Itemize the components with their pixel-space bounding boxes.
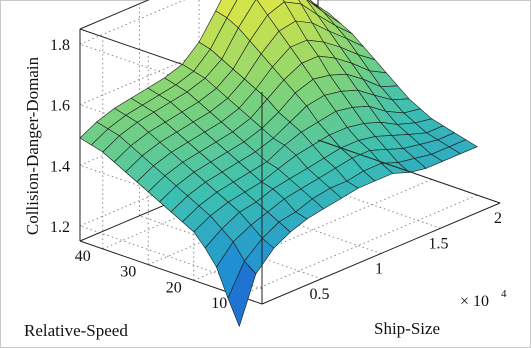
box-edge-front (317, 139, 501, 204)
surface-mesh (79, 0, 478, 327)
y-tick-label: 30 (120, 264, 136, 281)
z-tick-label: 1.2 (50, 219, 70, 236)
z-tick-label: 1.8 (50, 37, 70, 54)
x-axis-label: Ship-Size (374, 319, 440, 338)
z-tick-label: 1.6 (50, 98, 70, 115)
grid-x-floor (198, 190, 382, 254)
box-edge-front (261, 202, 501, 305)
box-front-edges (261, 92, 501, 305)
y-tick-label: 20 (166, 279, 182, 296)
x-tick-label: 0.5 (310, 286, 330, 303)
surface-patch (448, 139, 478, 154)
tick-labels: 1.2 1.4 1.6 1.8 10 20 30 40 0.5 1 1.5 2 (50, 37, 502, 312)
y-tick-label: 40 (75, 248, 91, 265)
x-tick-label: 1 (375, 261, 383, 278)
x-tick-label: 1.5 (429, 235, 449, 252)
grid-x-floor (258, 164, 441, 229)
x-multiplier: × 10 4 (460, 288, 507, 310)
y-axis-label: Relative-Speed (24, 321, 128, 340)
z-axis-label: Collision-Danger-Domain (23, 56, 42, 235)
grid-x-floor (139, 215, 322, 280)
x-multiplier-base: × 10 (460, 293, 489, 310)
x-tick-label: 2 (494, 210, 502, 227)
y-tick-label: 10 (211, 295, 227, 312)
box-edge (79, 0, 150, 30)
surface-patch (215, 0, 238, 19)
x-multiplier-exponent: 4 (501, 288, 507, 300)
z-tick-label: 1.4 (50, 158, 70, 175)
